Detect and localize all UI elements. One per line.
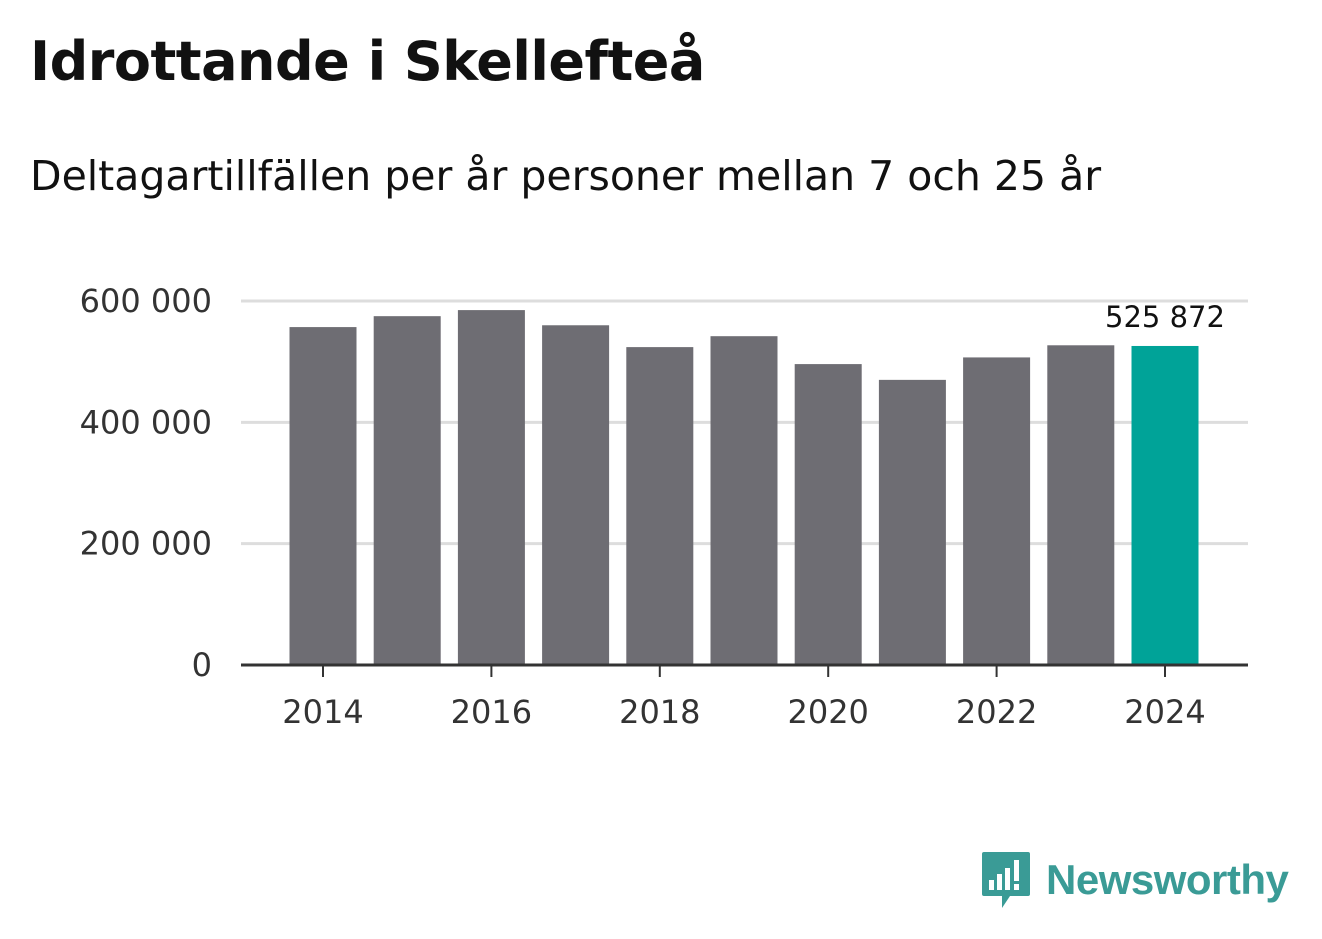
bar-2017 xyxy=(542,325,610,665)
bar-2023 xyxy=(1047,345,1115,665)
bar-2021 xyxy=(878,379,946,665)
newsworthy-logo-icon xyxy=(982,852,1030,908)
chart-subtitle: Deltagartillfällen per år personer mella… xyxy=(30,152,1102,200)
bar-layer xyxy=(289,310,1199,665)
y-tick-label: 400 000 xyxy=(80,403,212,441)
x-tick-label: 2022 xyxy=(956,693,1037,731)
x-tick-label: 2018 xyxy=(619,693,700,731)
axis-layer xyxy=(241,663,1248,677)
bar-2015 xyxy=(373,316,441,665)
label-layer: 0 200 000 400 000 600 000 525 872 2014 2016 201… xyxy=(80,282,1225,731)
bar-2020 xyxy=(794,364,862,665)
y-tick-label: 200 000 xyxy=(80,525,212,563)
x-tick-label: 2016 xyxy=(451,693,532,731)
x-tick-label: 2014 xyxy=(282,693,363,731)
bar-2016 xyxy=(457,310,525,665)
value-label: 525 872 xyxy=(1105,300,1225,334)
brand-logo: Newsworthy xyxy=(980,850,1289,910)
bar-chart: 0 200 000 400 000 600 000 525 872 2014 2016 201… xyxy=(80,282,1248,731)
x-tick-label: 2020 xyxy=(787,693,868,731)
x-tick-label: 2024 xyxy=(1124,693,1205,731)
brand-name: Newsworthy xyxy=(1046,856,1289,903)
y-tick-label: 0 xyxy=(192,646,212,684)
bar-2024 xyxy=(1131,345,1199,665)
chart-title: Idrottande i Skellefteå xyxy=(30,30,705,93)
bar-2014 xyxy=(289,327,357,665)
y-tick-label: 600 000 xyxy=(80,282,212,320)
bar-2022 xyxy=(963,357,1031,665)
bar-2019 xyxy=(710,336,778,665)
bar-2018 xyxy=(626,347,694,665)
